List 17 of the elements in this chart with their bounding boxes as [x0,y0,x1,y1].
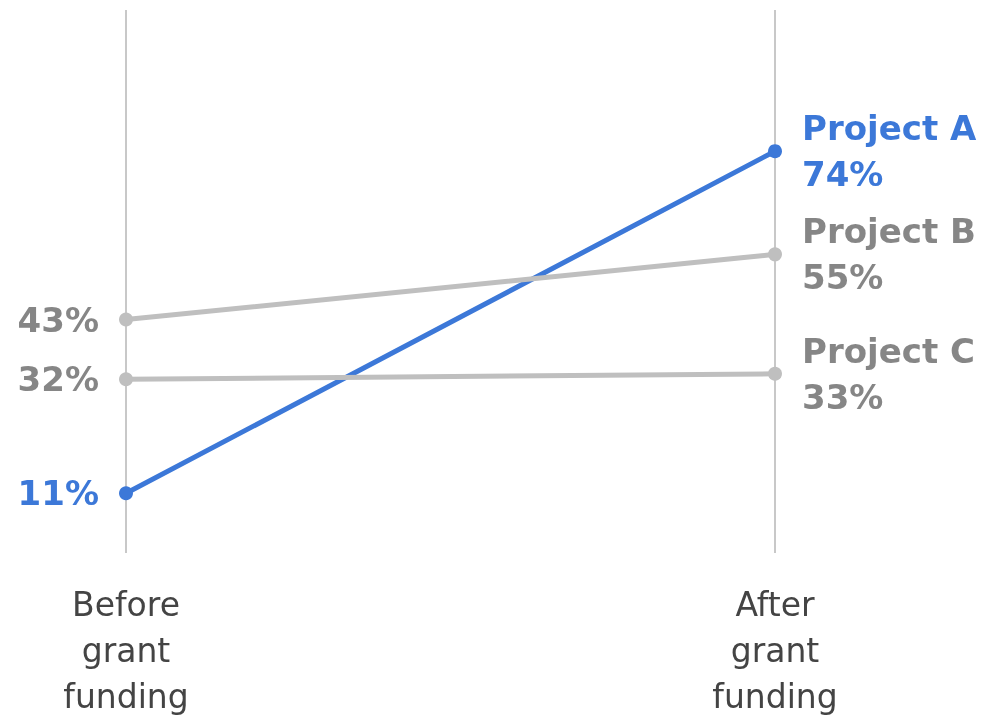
data-label: 11% [17,473,99,514]
data-label: 43% [17,299,99,340]
point [768,366,782,381]
series-label: Project C [802,330,975,371]
data-label: 55% [802,257,884,298]
point [119,312,133,327]
x-tick-label: After grant funding [712,584,838,716]
series-label: Project A [802,108,977,149]
data-label: 32% [17,359,99,400]
data-label: 74% [802,154,884,195]
point [119,486,133,501]
point [768,247,782,262]
series-label: Project B [802,211,976,252]
x-tick-label: Before grant funding [63,584,189,716]
point [768,144,782,159]
data-label: 33% [802,376,884,417]
point [119,372,133,387]
